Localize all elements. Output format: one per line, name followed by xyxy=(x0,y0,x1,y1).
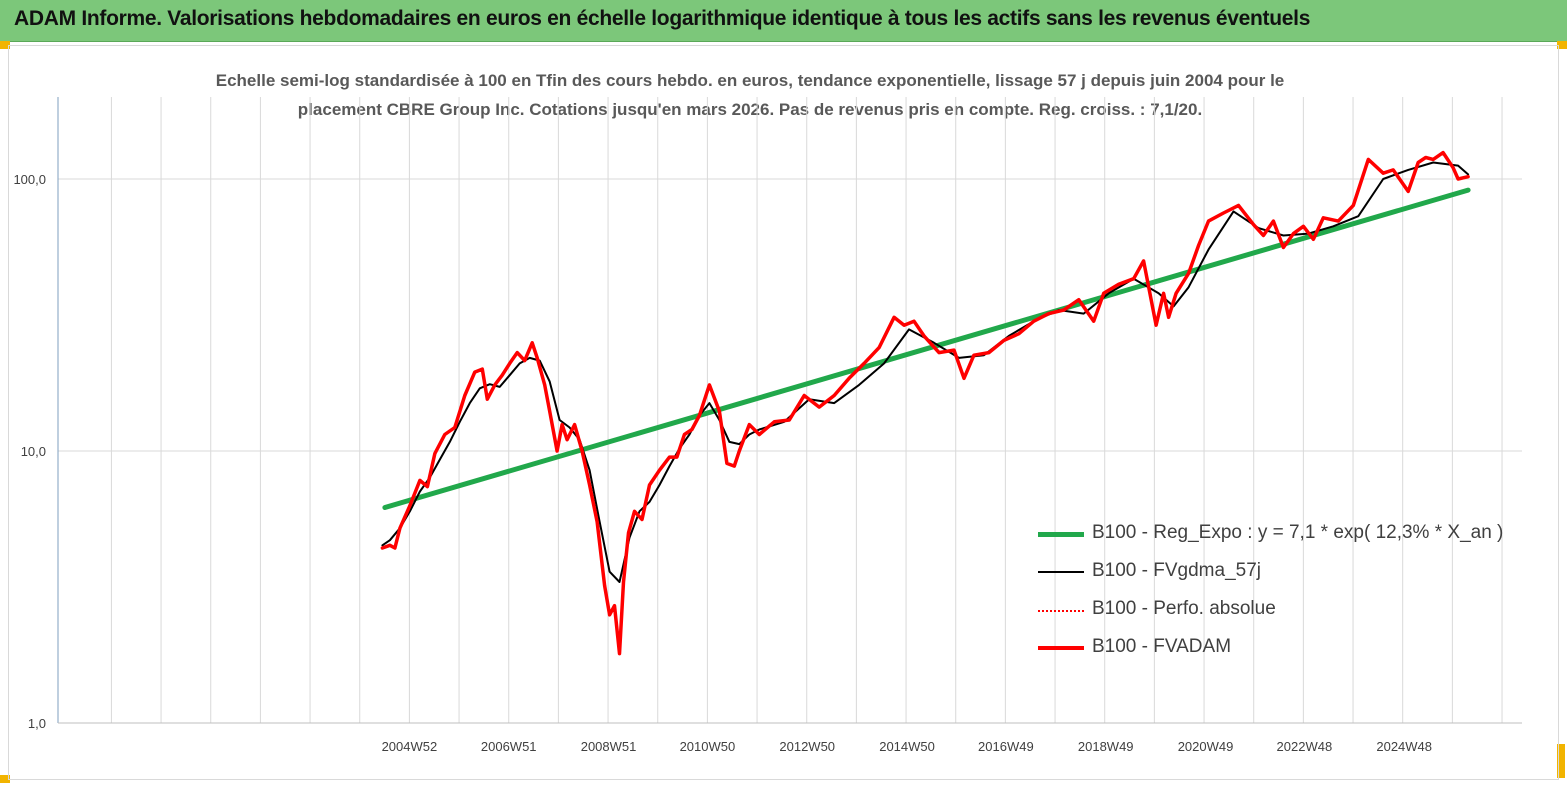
chart-frame xyxy=(8,45,1559,780)
x-tick-label: 2018W49 xyxy=(1078,739,1134,754)
legend-label-1: B100 - FVgdma_57j xyxy=(1092,560,1261,581)
legend-label-0: B100 - Reg_Expo : y = 7,1 * exp( 12,3% *… xyxy=(1092,522,1504,543)
corner-marker-top-right xyxy=(1557,41,1567,49)
series-lines xyxy=(380,150,1471,656)
series-line-1 xyxy=(381,161,1470,583)
corner-marker-bottom-left xyxy=(0,775,10,783)
y-tick-label: 10,0 xyxy=(21,444,46,459)
x-tick-label: 2012W50 xyxy=(779,739,835,754)
report-banner: ADAM Informe. Valorisations hebdomadaire… xyxy=(0,0,1567,42)
y-tick-label: 1,0 xyxy=(28,716,46,731)
x-tick-label: 2024W48 xyxy=(1376,739,1432,754)
x-tick-label: 2016W49 xyxy=(978,739,1034,754)
chart-title-line-2: placement CBRE Group Inc. Cotations jusq… xyxy=(297,100,1203,119)
legend-label-3: B100 - FVADAM xyxy=(1092,636,1232,657)
y-tick-label: 100,0 xyxy=(13,172,46,187)
x-tick-label: 2020W49 xyxy=(1178,739,1234,754)
legend-label-2: B100 - Perfo. absolue xyxy=(1092,598,1276,619)
x-tick-label: 2014W50 xyxy=(879,739,935,754)
legend-swatch-1 xyxy=(1038,571,1084,573)
report-title: ADAM Informe. Valorisations hebdomadaire… xyxy=(14,7,1311,30)
x-tick-label: 2004W52 xyxy=(382,739,438,754)
legend-swatch-0 xyxy=(1038,531,1084,537)
chart-title: Echelle semi-log standardisée à 100 en T… xyxy=(160,66,1340,124)
legend-swatch-2 xyxy=(1038,610,1084,612)
series-line-0 xyxy=(382,187,1471,510)
corner-marker-bottom-right xyxy=(1557,744,1565,778)
gridlines xyxy=(58,97,1522,724)
x-tick-label: 2008W51 xyxy=(581,739,637,754)
series-line-3 xyxy=(380,150,1470,656)
chart-title-line-1: Echelle semi-log standardisée à 100 en T… xyxy=(215,71,1285,90)
legend-swatch-3 xyxy=(1038,646,1084,650)
x-tick-label: 2022W48 xyxy=(1277,739,1333,754)
tick-labels: 1,0 10,0 100,0 2004W52 2006W51 2008W51 2010W50… xyxy=(13,172,1432,754)
x-tick-label: 2010W50 xyxy=(680,739,736,754)
x-tick-label: 2006W51 xyxy=(481,739,537,754)
corner-marker-top-left xyxy=(0,41,10,49)
axes xyxy=(57,97,1522,724)
